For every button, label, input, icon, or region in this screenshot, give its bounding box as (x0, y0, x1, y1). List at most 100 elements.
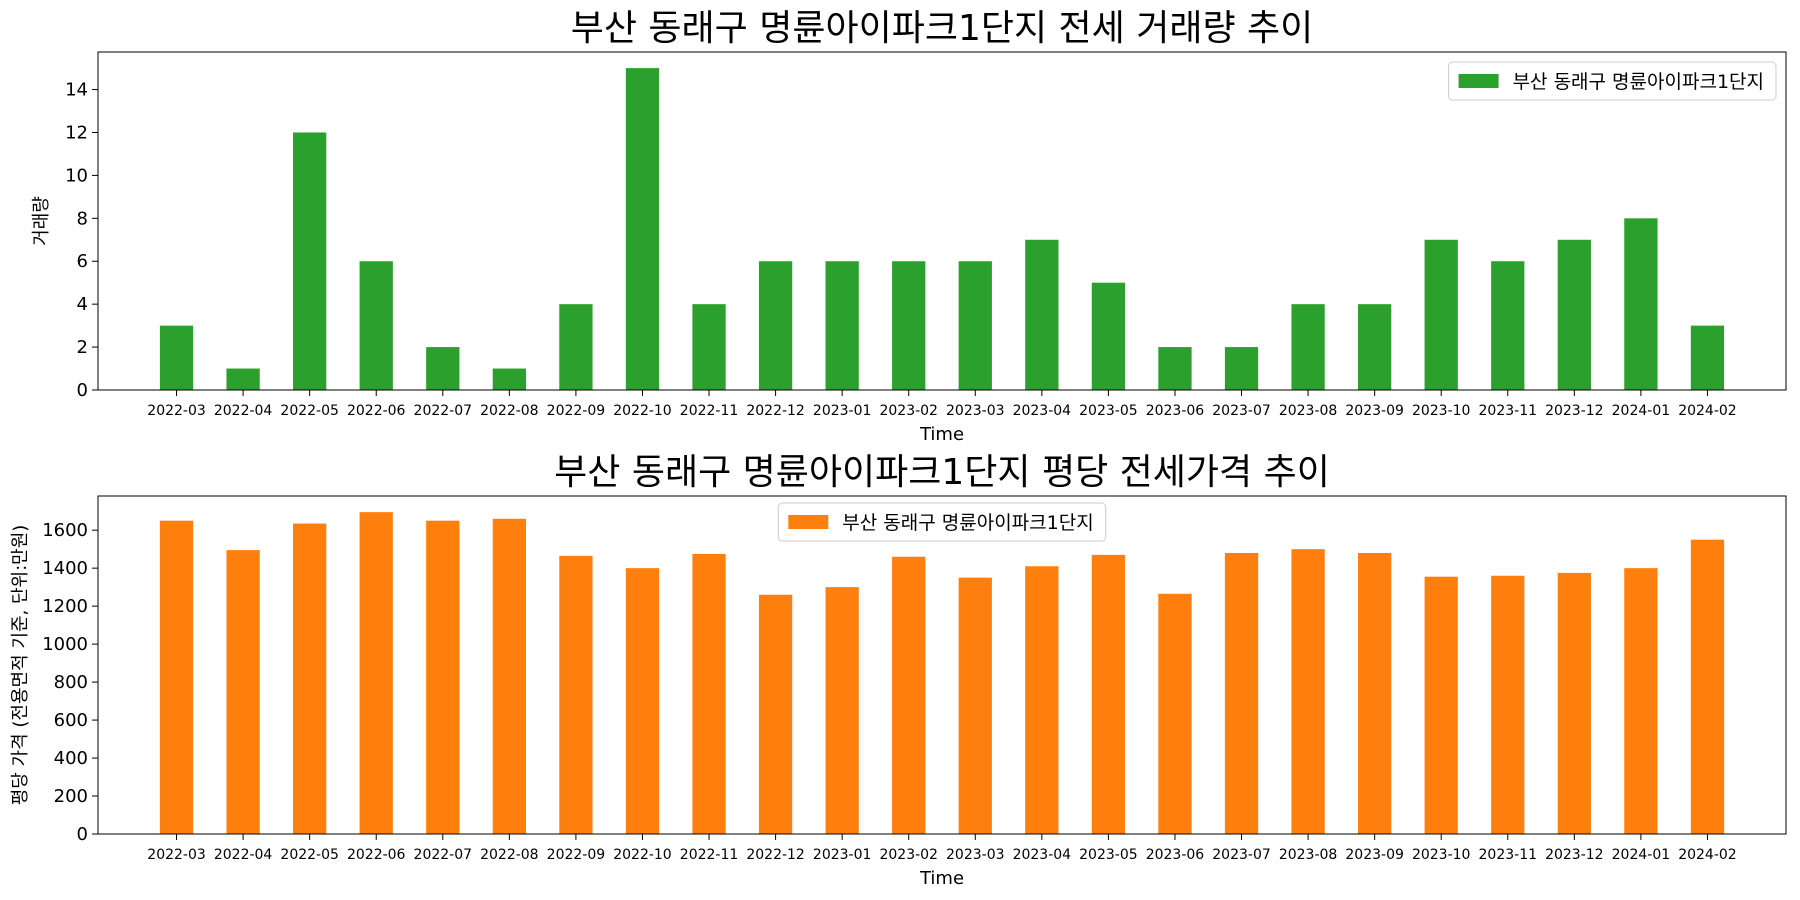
xtick-label: 2023-08 (1279, 847, 1338, 863)
bar-2023-04 (1025, 566, 1059, 834)
xtick-label: 2022-03 (147, 847, 206, 863)
bar-2023-12 (1557, 572, 1591, 834)
ytick-label: 10 (65, 165, 88, 186)
bar-2024-01 (1624, 218, 1658, 390)
xtick-label: 2022-08 (480, 403, 539, 419)
bar-2022-03 (159, 520, 194, 834)
bar-2023-07 (1224, 347, 1259, 390)
y-axis-label: 거래량 (31, 196, 52, 246)
xtick-label: 2023-12 (1545, 847, 1604, 863)
bar-2023-02 (892, 261, 926, 390)
xtick-label: 2023-05 (1079, 403, 1138, 419)
xtick-label: 2022-05 (280, 403, 339, 419)
xtick-label: 2022-09 (547, 847, 606, 863)
legend-swatch (788, 515, 829, 529)
bar-2023-06 (1158, 593, 1192, 834)
xtick-label: 2022-08 (480, 847, 539, 863)
xtick-label: 2022-11 (680, 847, 739, 863)
bar-2022-03 (159, 325, 194, 390)
bar-2023-08 (1291, 304, 1325, 390)
xtick-label: 2024-01 (1612, 847, 1671, 863)
ytick-label: 14 (65, 80, 88, 101)
xtick-label: 2024-01 (1612, 403, 1671, 419)
bar-2022-11 (692, 553, 726, 834)
plot-frame (97, 51, 1787, 391)
ytick-label: 12 (65, 122, 88, 143)
legend-frame (1448, 61, 1777, 101)
xtick-label: 2023-05 (1079, 847, 1138, 863)
xtick-label: 2023-04 (1013, 847, 1072, 863)
ytick-label: 2 (77, 337, 88, 358)
bar-2022-08 (492, 518, 526, 834)
bar-2023-10 (1424, 239, 1458, 390)
bar-2023-01 (825, 587, 859, 834)
y-axis: 0 200 400 600 800 1000 1200 1400 1600 (42, 520, 98, 845)
ytick-label: 0 (77, 824, 88, 845)
bar-2022-09 (559, 304, 593, 390)
xtick-label: 2023-07 (1212, 847, 1271, 863)
xtick-label: 2024-02 (1678, 847, 1737, 863)
xtick-label: 2022-06 (347, 847, 406, 863)
ytick-label: 800 (54, 672, 88, 693)
ytick-label: 400 (54, 748, 88, 769)
bar-2023-02 (892, 556, 926, 834)
bar-2022-06 (359, 512, 393, 834)
x-axis: 2022-03 2022-04 2022-05 2022-06 2022-07 2022-… (147, 390, 1737, 419)
chart-title: 부산 동래구 명륜아이파크1단지 평당 전세가격 추이 (554, 452, 1330, 493)
x-axis-label: Time (919, 868, 964, 889)
xtick-label: 2023-10 (1412, 403, 1471, 419)
xtick-label: 2023-08 (1279, 403, 1338, 419)
xtick-label: 2023-01 (813, 403, 872, 419)
xtick-label: 2022-12 (746, 847, 805, 863)
xtick-label: 2022-04 (214, 847, 273, 863)
bar-2022-05 (293, 523, 327, 834)
legend-label: 부산 동래구 명륜아이파크1단지 (1513, 71, 1764, 93)
x-axis-label: Time (919, 424, 964, 445)
xtick-label: 2023-03 (946, 847, 1005, 863)
ytick-label: 8 (77, 208, 88, 229)
xtick-label: 2022-06 (347, 403, 406, 419)
bars (159, 68, 1725, 390)
ytick-label: 1400 (42, 558, 88, 579)
xtick-label: 2022-04 (214, 403, 273, 419)
ytick-label: 1200 (42, 596, 88, 617)
bar-2023-12 (1557, 239, 1591, 390)
y-axis: 0 2 4 6 8 10 12 14 (65, 80, 98, 401)
ytick-label: 1600 (42, 520, 88, 541)
xtick-label: 2023-09 (1345, 847, 1404, 863)
xtick-label: 2022-12 (746, 403, 805, 419)
bar-2022-04 (226, 368, 260, 390)
xtick-label: 2023-02 (879, 847, 938, 863)
bar-2024-01 (1624, 568, 1658, 834)
bar-2024-02 (1690, 539, 1725, 834)
xtick-label: 2022-11 (680, 403, 739, 419)
ytick-label: 200 (54, 786, 88, 807)
bar-2022-08 (492, 368, 526, 390)
bar-2022-05 (293, 132, 327, 390)
bar-2022-12 (758, 594, 793, 834)
xtick-label: 2023-07 (1212, 403, 1271, 419)
legend: 부산 동래구 명륜아이파크1단지 (777, 502, 1107, 542)
legend-swatch (1458, 74, 1499, 88)
bar-2023-09 (1358, 304, 1392, 390)
bar-2022-12 (758, 261, 793, 390)
bar-2024-02 (1690, 325, 1725, 390)
legend: 부산 동래구 명륜아이파크1단지 (1448, 61, 1777, 101)
bar-2023-03 (958, 577, 992, 834)
legend-label: 부산 동래구 명륜아이파크1단지 (842, 512, 1093, 534)
xtick-label: 2023-11 (1479, 403, 1538, 419)
xtick-label: 2023-04 (1013, 403, 1072, 419)
xtick-label: 2023-01 (813, 847, 872, 863)
xtick-label: 2022-07 (414, 847, 473, 863)
bar-2023-05 (1091, 554, 1126, 834)
bar-2023-05 (1091, 282, 1126, 390)
xtick-label: 2023-12 (1545, 403, 1604, 419)
ytick-label: 1000 (42, 634, 88, 655)
xtick-label: 2023-11 (1479, 847, 1538, 863)
bar-2022-04 (226, 550, 260, 834)
bar-2023-09 (1358, 552, 1392, 834)
bar-2022-10 (625, 568, 660, 834)
ytick-label: 6 (77, 251, 88, 272)
ytick-label: 4 (77, 294, 88, 315)
